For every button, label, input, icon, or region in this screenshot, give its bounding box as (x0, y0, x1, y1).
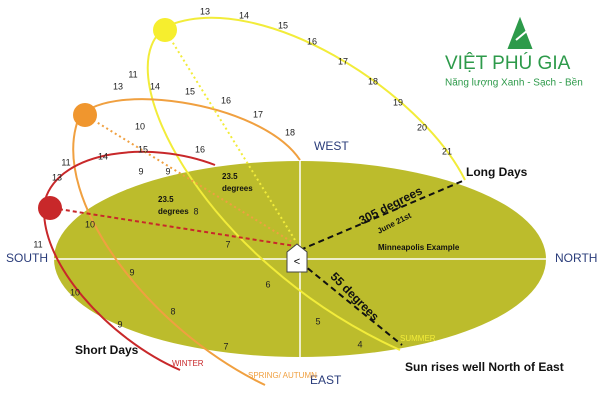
hour-label: 4 (357, 339, 362, 349)
hour-label: 15 (278, 20, 288, 30)
hour-label: 16 (221, 95, 231, 105)
hour-label: 10 (135, 121, 145, 131)
south-label: SOUTH (6, 251, 48, 265)
hour-label: 7 (223, 341, 228, 351)
short-days: Short Days (75, 343, 139, 357)
logo-tagline: Năng lượng Xanh - Sạch - Bền (445, 77, 583, 89)
hour-label: 9 (129, 267, 134, 277)
winter-sun (38, 196, 62, 220)
hour-label: 13 (200, 6, 210, 16)
hour-label: 9 (138, 166, 143, 176)
west-label: WEST (314, 139, 349, 153)
summer-ray (164, 29, 296, 241)
tilt-left-unit: degrees (158, 207, 189, 216)
sunrise-azimuth (299, 261, 403, 346)
tilt-right-unit: degrees (222, 184, 253, 193)
hour-label: 17 (253, 109, 263, 119)
hour-label: 7 (225, 239, 230, 249)
summer-label: SUMMER (400, 334, 436, 343)
winter-ray (51, 207, 296, 247)
hour-label: 14 (239, 10, 249, 20)
hour-label: 13 (113, 81, 123, 91)
equinox-sun (73, 103, 97, 127)
hour-label: 15 (138, 144, 148, 154)
winter-label: WINTER (172, 359, 204, 368)
long-days: Long Days (466, 165, 528, 179)
logo-brand: VIỆT PHÚ GIA (445, 52, 571, 74)
house (286, 243, 308, 273)
hour-label: 10 (70, 287, 80, 297)
hour-label: 14 (150, 81, 160, 91)
east-label: EAST (310, 373, 342, 387)
house-icon: < (294, 256, 300, 268)
tilt-left: 23.5 (158, 195, 174, 204)
logo-icon (504, 11, 536, 51)
equinox-ray (84, 114, 293, 243)
hour-label: 20 (417, 122, 427, 132)
hour-label: 11 (61, 157, 70, 167)
hour-label: 10 (85, 219, 95, 229)
hour-label: 11 (128, 69, 137, 79)
hour-label: 8 (170, 306, 175, 316)
hour-label: 16 (195, 144, 205, 154)
hour-label: 17 (338, 56, 348, 66)
hour-label: 11 (33, 239, 42, 249)
hour-label: 9 (165, 166, 170, 176)
tilt-right: 23.5 (222, 172, 238, 181)
summer-sun (153, 18, 177, 42)
hour-label: 13 (52, 172, 62, 182)
equinox-label: SPRING/ AUTUMN (248, 371, 317, 380)
hour-label: 21 (442, 146, 452, 156)
equinox-arc (72, 98, 301, 386)
note: Sun rises well North of East (405, 360, 564, 374)
location: Minneapolis Example (378, 243, 460, 252)
hour-label: 9 (117, 319, 122, 329)
hour-label: 19 (393, 97, 403, 107)
hour-label: 14 (98, 151, 108, 161)
north-label: NORTH (555, 251, 597, 265)
hour-label: 5 (315, 316, 320, 326)
hour-label: 15 (185, 86, 195, 96)
hour-label: 18 (368, 76, 378, 86)
hour-label: 18 (285, 127, 295, 137)
hour-label: 8 (193, 206, 198, 216)
hour-label: 16 (307, 36, 317, 46)
hour-label: 6 (265, 279, 270, 289)
